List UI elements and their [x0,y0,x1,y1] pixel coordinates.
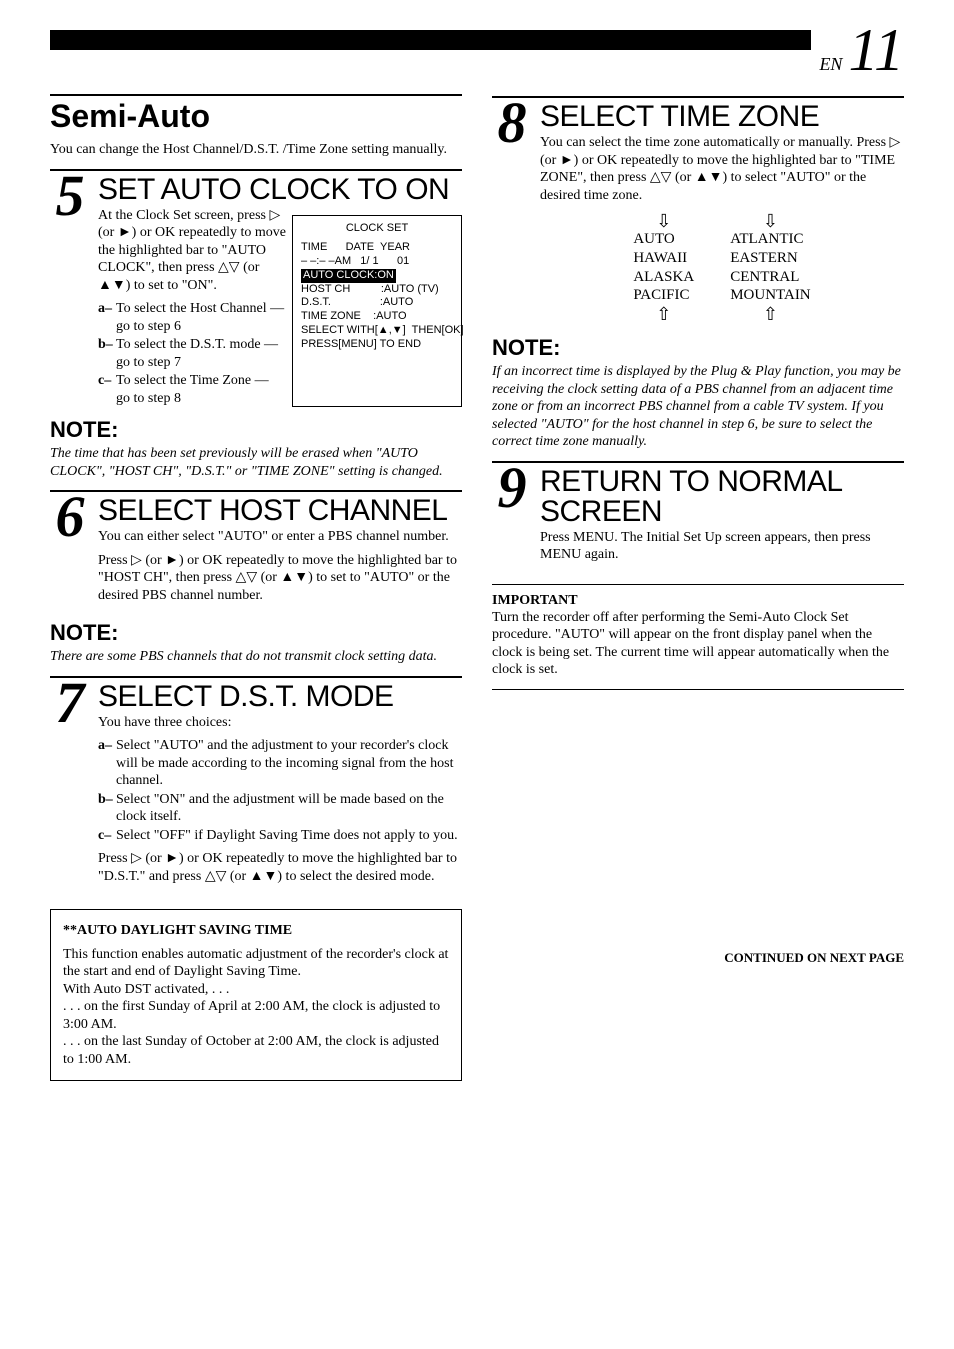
step-8-p1: You can select the time zone automatical… [540,134,904,204]
tz-atlantic: ATLANTIC [730,230,810,249]
note-right-body: If an incorrect time is displayed by the… [492,363,904,451]
label-a: a– [98,737,112,790]
arrow-up-icon: ⇧ [633,305,694,323]
tz-pacific: PACIFIC [633,286,694,305]
label-a: a– [98,300,112,335]
osd-clock-set: CLOCK SET TIME DATE YEAR – –:– –AM 1/ 1 … [292,215,462,408]
step-7: 7 SELECT D.S.T. MODE You have three choi… [50,676,462,892]
osd-r6: TIME ZONE :AUTO [301,310,453,324]
page-number: EN 11 [811,26,904,75]
left-column: Semi-Auto You can change the Host Channe… [50,94,462,1081]
tz-central: CENTRAL [730,268,810,287]
timezone-table: ⇩ AUTO HAWAII ALASKA PACIFIC ⇧ ⇩ ATLANTI… [540,212,904,323]
step-6-num: 6 [50,492,90,541]
step-5: 5 SET AUTO CLOCK TO ON At the Clock Set … [50,169,462,408]
step-7-heading: SELECT D.S.T. MODE [98,682,462,712]
en-label: EN [819,54,842,75]
intro-text: You can change the Host Channel/D.S.T. /… [50,141,462,159]
step-9-num: 9 [492,463,532,512]
label-c: c– [98,372,112,407]
label-c: c– [98,827,112,845]
tz-hawaii: HAWAII [633,249,694,268]
page-num: 11 [848,26,904,74]
step-6-heading: SELECT HOST CHANNEL [98,496,462,526]
step-9: 9 RETURN TO NORMAL SCREEN Press MENU. Th… [492,461,904,570]
note1-title: NOTE: [50,417,462,443]
tz-mountain: MOUNTAIN [730,286,810,305]
step-5-a: To select the Host Channel — go to step … [116,300,286,335]
step-8: 8 SELECT TIME ZONE You can select the ti… [492,96,904,325]
step-5-p1: At the Clock Set screen, press ▷ (or ►) … [98,207,286,295]
osd-r7: SELECT WITH[▲,▼] THEN[OK] [301,324,453,338]
step-7-b: Select "ON" and the adjustment will be m… [116,791,462,826]
main-title: Semi-Auto [50,94,462,135]
label-b: b– [98,791,112,826]
osd-r5: D.S.T. :AUTO [301,296,453,310]
osd-r3: AUTO CLOCK:ON [301,269,396,283]
important-title: IMPORTANT [492,584,904,609]
note-right-title: NOTE: [492,335,904,361]
right-column: 8 SELECT TIME ZONE You can select the ti… [492,94,904,1081]
step-6-p1: You can either select "AUTO" or enter a … [98,528,462,546]
step-5-heading: SET AUTO CLOCK TO ON [98,175,462,205]
dst-p2: With Auto DST activated, . . . [63,981,449,999]
step-7-num: 7 [50,678,90,727]
step-6: 6 SELECT HOST CHANNEL You can either sel… [50,490,462,610]
osd-r2: – –:– –AM 1/ 1 01 [301,255,453,269]
dst-box: **AUTO DAYLIGHT SAVING TIME This functio… [50,909,462,1081]
tz-eastern: EASTERN [730,249,810,268]
step-7-p2: Press ▷ (or ►) or OK repeatedly to move … [98,850,462,885]
continued-label: CONTINUED ON NEXT PAGE [492,950,904,966]
osd-title: CLOCK SET [301,222,453,236]
step-7-c: Select "OFF" if Daylight Saving Time doe… [116,827,458,845]
note2-title: NOTE: [50,620,462,646]
osd-r1: TIME DATE YEAR [301,241,453,255]
dst-title: **AUTO DAYLIGHT SAVING TIME [63,922,449,940]
step-7-p1: You have three choices: [98,714,462,732]
dst-p4: . . . on the last Sunday of October at 2… [63,1033,449,1068]
arrow-down-icon: ⇩ [730,212,810,230]
step-5-b: To select the D.S.T. mode — go to step 7 [116,336,286,371]
note2-body: There are some PBS channels that do not … [50,648,462,666]
step-5-c: To select the Time Zone — go to step 8 [116,372,286,407]
step-8-heading: SELECT TIME ZONE [540,102,904,132]
tz-auto: AUTO [633,230,694,249]
step-7-a: Select "AUTO" and the adjustment to your… [116,737,462,790]
important-body: Turn the recorder off after performing t… [492,609,904,690]
dst-p1: This function enables automatic adjustme… [63,946,449,981]
label-b: b– [98,336,112,371]
step-5-num: 5 [50,171,90,220]
tz-alaska: ALASKA [633,268,694,287]
step-6-p2: Press ▷ (or ►) or OK repeatedly to move … [98,552,462,605]
note1-body: The time that has been set previously wi… [50,445,462,480]
dst-p3: . . . on the first Sunday of April at 2:… [63,998,449,1033]
step-9-heading: RETURN TO NORMAL SCREEN [540,467,904,527]
step-9-p1: Press MENU. The Initial Set Up screen ap… [540,529,904,564]
arrow-down-icon: ⇩ [633,212,694,230]
osd-r8: PRESS[MENU] TO END [301,338,453,352]
arrow-up-icon: ⇧ [730,305,810,323]
osd-r4: HOST CH :AUTO (TV) [301,283,453,297]
step-8-num: 8 [492,98,532,147]
top-bar [50,30,904,50]
